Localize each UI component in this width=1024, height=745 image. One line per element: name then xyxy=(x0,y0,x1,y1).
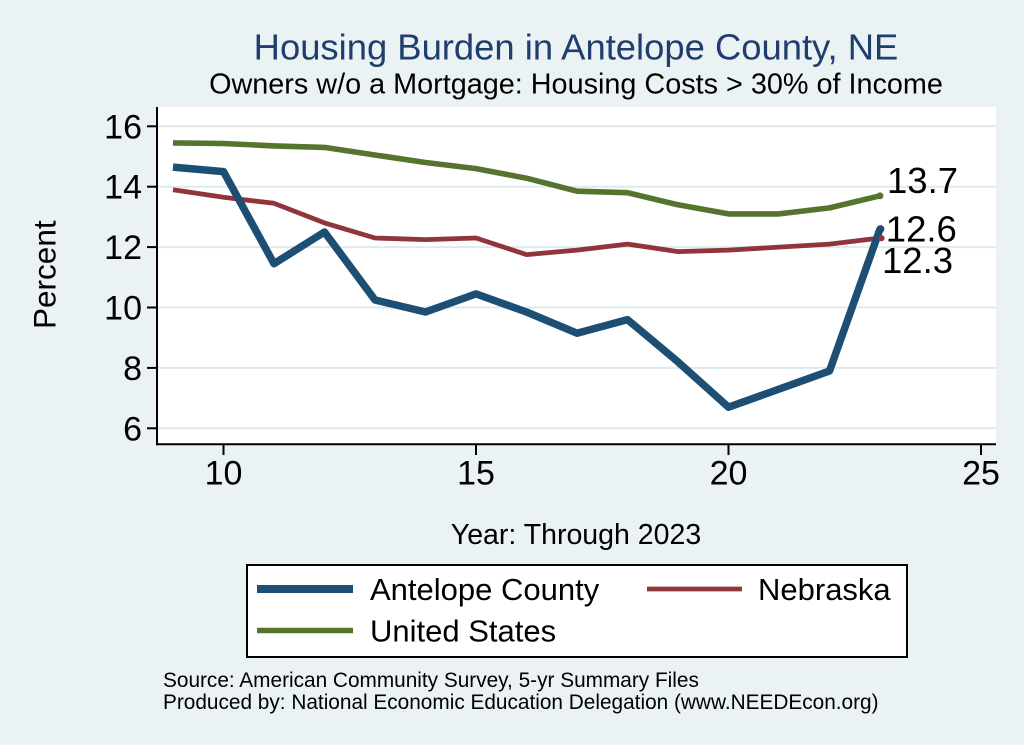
svg-text:13.7: 13.7 xyxy=(887,160,958,201)
svg-text:Nebraska: Nebraska xyxy=(758,572,891,607)
svg-text:12.6: 12.6 xyxy=(886,209,957,250)
svg-text:20: 20 xyxy=(710,455,748,493)
svg-text:Percent: Percent xyxy=(27,220,63,329)
svg-text:10: 10 xyxy=(205,455,243,493)
svg-text:Year: Through 2023: Year: Through 2023 xyxy=(451,519,701,551)
svg-text:25: 25 xyxy=(962,455,1000,493)
svg-text:8: 8 xyxy=(123,350,142,388)
svg-text:6: 6 xyxy=(123,410,142,448)
svg-text:10: 10 xyxy=(104,290,142,328)
svg-text:14: 14 xyxy=(104,169,142,207)
svg-text:12: 12 xyxy=(104,229,142,267)
svg-text:Housing Burden in Antelope Cou: Housing Burden in Antelope County, NE xyxy=(254,27,899,68)
svg-text:Source: American Community Sur: Source: American Community Survey, 5-yr … xyxy=(163,669,699,692)
svg-text:United States: United States xyxy=(370,613,556,648)
svg-text:15: 15 xyxy=(457,455,495,493)
svg-text:12.3: 12.3 xyxy=(882,240,953,281)
svg-text:Produced by: National Economic: Produced by: National Economic Education… xyxy=(163,691,879,714)
svg-text:16: 16 xyxy=(104,108,142,146)
svg-text:Owners w/o a Mortgage: Housing: Owners w/o a Mortgage: Housing Costs > 3… xyxy=(209,69,943,101)
svg-text:Antelope County: Antelope County xyxy=(370,572,600,607)
